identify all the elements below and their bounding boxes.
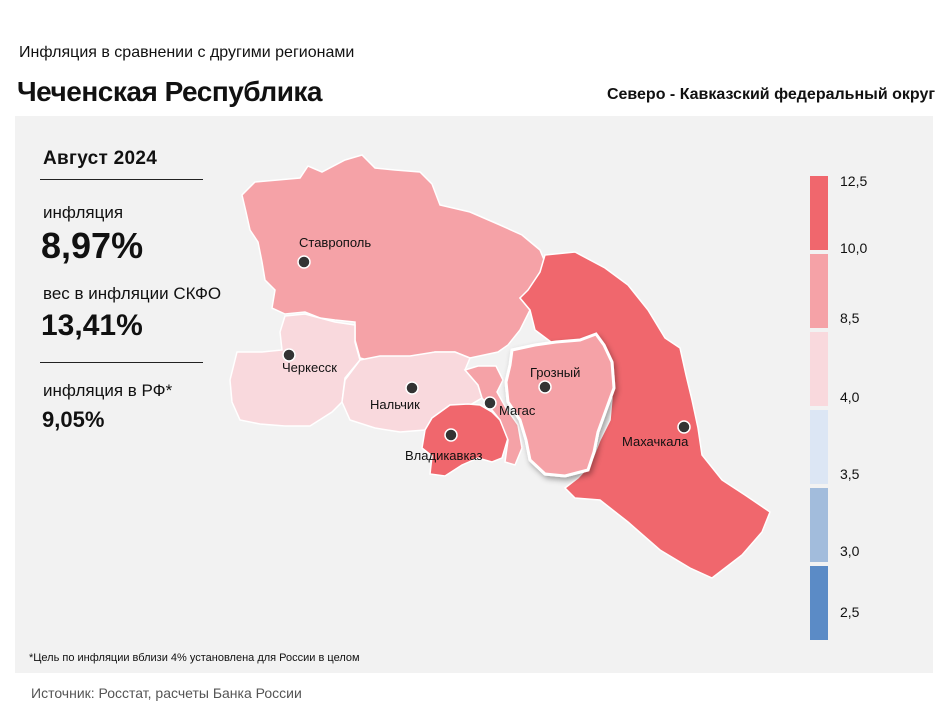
rf-inflation-label: инфляция в РФ* xyxy=(43,381,173,400)
legend-label: 4,0 xyxy=(840,389,860,405)
legend-label: 12,5 xyxy=(840,173,867,189)
legend-label: 10,0 xyxy=(840,240,867,256)
legend-swatch xyxy=(810,332,828,406)
city-label-nalchik: Нальчик xyxy=(370,397,420,412)
city-label-vladikavkaz: Владикавказ xyxy=(405,448,483,463)
city-label-stavropol: Ставрополь xyxy=(299,235,371,250)
legend-swatch xyxy=(810,566,828,640)
legend-swatch xyxy=(810,254,828,328)
city-marker-makhachkala xyxy=(677,420,691,434)
color-legend: 12,5 10,0 8,5 4,0 3,5 3,0 2,5 xyxy=(810,173,867,640)
legend-label: 3,0 xyxy=(840,543,860,559)
city-marker-magas xyxy=(483,396,497,410)
city-label-grozny: Грозный xyxy=(530,365,580,380)
period-label: Август 2024 xyxy=(43,148,158,169)
region-karachay-cherkessia xyxy=(229,313,361,427)
weight-value: 13,41% xyxy=(41,309,143,342)
city-label-makhachkala: Махачкала xyxy=(622,434,689,449)
region-chechnya xyxy=(504,332,616,478)
legend-label: 3,5 xyxy=(840,466,860,482)
page-title: Чеченская Республика xyxy=(17,76,323,107)
region-stavropol xyxy=(241,154,546,363)
legend-swatch xyxy=(810,410,828,484)
district-name: Северо - Кавказский федеральный округ xyxy=(606,86,935,103)
rf-inflation-value: 9,05% xyxy=(42,407,105,432)
city-marker-nalchik xyxy=(405,381,419,395)
city-marker-stavropol xyxy=(297,255,311,269)
divider-bottom xyxy=(40,362,203,363)
city-marker-vladikavkaz xyxy=(444,428,458,442)
footnote: *Цель по инфляции вблизи 4% установлена … xyxy=(29,652,360,664)
inflation-label: инфляция xyxy=(43,203,124,222)
region-north-ossetia xyxy=(421,403,509,477)
legend-label: 2,5 xyxy=(840,604,860,620)
city-label-magas: Магас xyxy=(499,403,536,418)
weight-label: вес в инфляции СКФО xyxy=(43,284,222,303)
legend-swatch xyxy=(810,176,828,250)
inflation-value: 8,97% xyxy=(41,225,144,266)
divider-top xyxy=(40,179,203,180)
city-label-cherkessk: Черкесск xyxy=(282,360,337,375)
city-marker-grozny xyxy=(538,380,552,394)
source-note: Источник: Росстат, расчеты Банка России xyxy=(31,685,302,701)
subtitle: Инфляция в сравнении с другими регионами xyxy=(19,44,355,61)
city-marker-cherkessk xyxy=(282,348,296,362)
legend-swatch xyxy=(810,488,828,562)
legend-label: 8,5 xyxy=(840,310,860,326)
